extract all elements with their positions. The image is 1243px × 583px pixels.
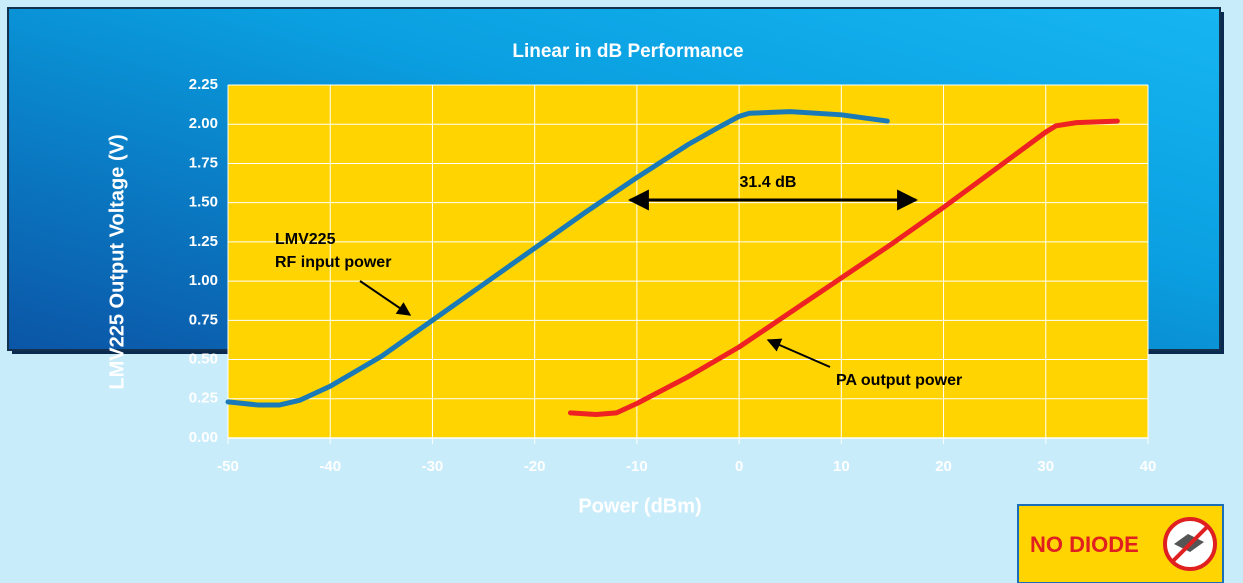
x-tick-label: 20 bbox=[935, 458, 952, 475]
x-tick-label: -40 bbox=[319, 458, 341, 475]
y-tick-label: 0.75 bbox=[189, 311, 218, 328]
annotation: 31.4 dB bbox=[740, 174, 797, 191]
badge: NO DIODE bbox=[1017, 504, 1224, 583]
y-axis-label: LMV225 Output Voltage (V) bbox=[106, 134, 128, 389]
badge-slash bbox=[1170, 524, 1210, 564]
annotation: LMV225 bbox=[275, 231, 336, 248]
x-tick-label: 40 bbox=[1140, 458, 1157, 475]
y-tick-label: 1.00 bbox=[189, 272, 218, 289]
x-tick-label: 0 bbox=[735, 458, 743, 475]
y-tick-label: 1.50 bbox=[189, 194, 218, 211]
y-tick-label: 2.25 bbox=[189, 76, 218, 93]
series-line bbox=[567, 118, 1120, 417]
y-tick-label: 0.25 bbox=[189, 390, 218, 407]
x-tick-label: 10 bbox=[833, 458, 850, 475]
x-tick-label: -30 bbox=[422, 458, 444, 475]
annotation: PA output power bbox=[836, 372, 962, 389]
x-tick-label: -20 bbox=[524, 458, 546, 475]
y-tick-label: 2.00 bbox=[189, 115, 218, 132]
x-tick-label: 30 bbox=[1037, 458, 1054, 475]
x-tick-label: -50 bbox=[217, 458, 239, 475]
series-line bbox=[225, 109, 890, 408]
x-axis-label: Power (dBm) bbox=[578, 495, 701, 517]
y-tick-label: 0.50 bbox=[189, 351, 218, 368]
y-tick-label: 1.75 bbox=[189, 154, 218, 171]
annotation: RF input power bbox=[275, 254, 391, 271]
y-tick-label: 1.25 bbox=[189, 233, 218, 250]
badge-text: NO DIODE bbox=[1030, 532, 1139, 557]
pointer-arrow bbox=[766, 338, 831, 368]
y-tick-label: 0.00 bbox=[189, 429, 218, 446]
x-tick-label: -10 bbox=[626, 458, 648, 475]
chart-title: Linear in dB Performance bbox=[512, 41, 743, 62]
marks bbox=[225, 109, 1120, 417]
pointer-arrow bbox=[359, 280, 412, 316]
